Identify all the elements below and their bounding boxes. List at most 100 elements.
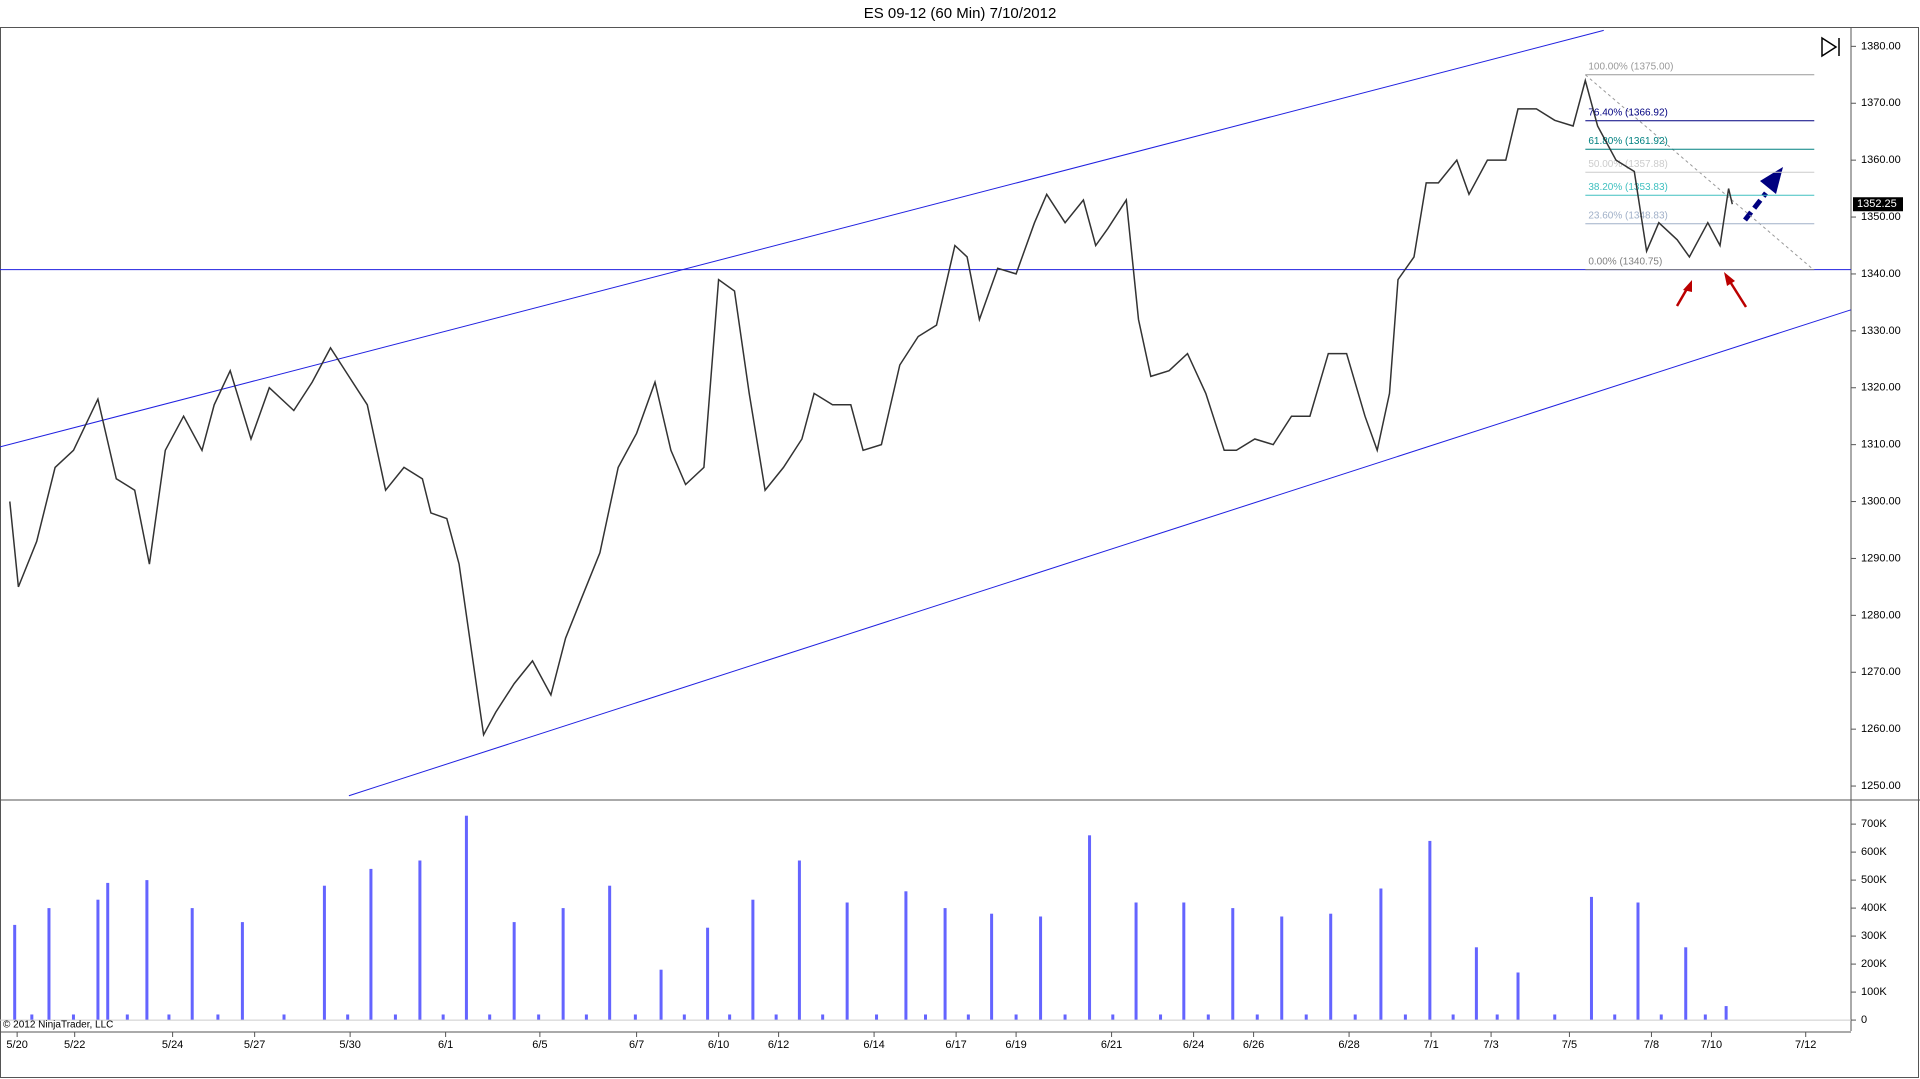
- volume-bar: [659, 969, 663, 1021]
- volume-bar: [845, 902, 849, 1021]
- volume-bar: [240, 922, 244, 1021]
- volume-bar: [1088, 835, 1092, 1021]
- x-tick-label: 7/10: [1701, 1039, 1722, 1051]
- volume-bar: [608, 885, 612, 1021]
- volume-bar: [1553, 1014, 1557, 1021]
- volume-bar: [751, 899, 755, 1021]
- volume-bar: [537, 1014, 541, 1021]
- y-tick-label: 400K: [1861, 902, 1887, 914]
- volume-bar: [47, 908, 51, 1021]
- trend-line: [0, 29, 1604, 448]
- x-tick-label: 6/17: [945, 1039, 966, 1051]
- volume-bar: [584, 1014, 588, 1021]
- volume-bar: [1159, 1014, 1163, 1021]
- frame: [0, 27, 1919, 1078]
- y-tick-label: 1300.00: [1861, 495, 1901, 507]
- x-tick-label: 5/30: [339, 1039, 360, 1051]
- volume-bar: [1039, 916, 1043, 1021]
- volume-bar: [1329, 913, 1333, 1021]
- y-tick-label: 1350.00: [1861, 211, 1901, 223]
- y-tick-label: 1360.00: [1861, 154, 1901, 166]
- x-tick-label: 6/19: [1005, 1039, 1026, 1051]
- volume-bar: [1495, 1014, 1499, 1021]
- y-tick-label: 1320.00: [1861, 382, 1901, 394]
- fib-label: 23.60% (1348.83): [1588, 210, 1668, 221]
- volume-bar: [904, 891, 908, 1021]
- y-tick-label: 100K: [1861, 986, 1887, 998]
- volume-bar: [1280, 916, 1284, 1021]
- x-tick-label: 6/24: [1183, 1039, 1204, 1051]
- volume-bar: [1451, 1014, 1455, 1021]
- fib-label: 76.40% (1366.92): [1588, 107, 1668, 118]
- volume-bar: [1206, 1014, 1210, 1021]
- y-tick-label: 700K: [1861, 818, 1887, 830]
- volume-bar: [1134, 902, 1138, 1021]
- y-tick-label: 1280.00: [1861, 609, 1901, 621]
- volume-bar: [369, 868, 373, 1021]
- volume-bar: [774, 1014, 778, 1021]
- volume-bar: [924, 1014, 927, 1021]
- volume-bar: [821, 1014, 825, 1021]
- trend-line: [1585, 74, 1813, 269]
- annotation-arrows: [1675, 167, 1783, 308]
- x-tick-label: 6/14: [863, 1039, 884, 1051]
- y-tick-label: 1250.00: [1861, 780, 1901, 792]
- volume-bar: [30, 1014, 34, 1021]
- volume-bar: [561, 908, 565, 1021]
- volume-bar: [216, 1014, 220, 1021]
- volume-bar: [943, 908, 947, 1021]
- volume-bar: [13, 924, 17, 1021]
- volume-bar: [966, 1014, 970, 1021]
- volume-bar: [106, 882, 110, 1021]
- volume-bar: [1428, 840, 1432, 1021]
- x-tick-label: 5/27: [244, 1039, 265, 1051]
- volume-bar: [706, 927, 710, 1021]
- volume-bar: [1403, 1014, 1407, 1021]
- y-tick-label: 300K: [1861, 930, 1887, 942]
- volume-bar: [1063, 1014, 1067, 1021]
- x-tick-label: 6/1: [438, 1039, 453, 1051]
- price-line: [9, 77, 1734, 738]
- volume-bar: [1379, 888, 1383, 1021]
- volume-bar: [875, 1014, 879, 1021]
- y-tick-label: 1310.00: [1861, 439, 1901, 451]
- fib-label: 100.00% (1375.00): [1588, 61, 1673, 72]
- trend-line: [348, 309, 1852, 797]
- x-tick-label: 6/28: [1338, 1039, 1359, 1051]
- volume-bar: [1516, 972, 1520, 1021]
- volume-bar: [1703, 1014, 1707, 1021]
- x-tick-label: 6/7: [629, 1039, 644, 1051]
- x-tick-label: 7/12: [1795, 1039, 1816, 1051]
- y-tick-label: 500K: [1861, 874, 1887, 886]
- y-tick-label: 200K: [1861, 958, 1887, 970]
- y-tick-label: 1260.00: [1861, 723, 1901, 735]
- x-tick-label: 6/21: [1101, 1039, 1122, 1051]
- volume-bar: [418, 860, 422, 1021]
- volume-bar: [125, 1014, 129, 1021]
- fib-label: 61.80% (1361.92): [1588, 136, 1668, 147]
- y-tick-label: 1370.00: [1861, 97, 1901, 109]
- volume-bar: [1111, 1014, 1115, 1021]
- y-tick-label: 1340.00: [1861, 268, 1901, 280]
- scroll-end-icon[interactable]: [1821, 36, 1840, 58]
- volume-bar: [441, 1014, 445, 1021]
- volume-bar: [167, 1014, 171, 1021]
- y-tick-label: 600K: [1861, 846, 1887, 858]
- x-tick-label: 5/24: [162, 1039, 183, 1051]
- volume-bar: [1589, 896, 1593, 1021]
- fib-label: 0.00% (1340.75): [1588, 256, 1662, 267]
- volume-bar: [797, 860, 801, 1021]
- volume-bar: [1474, 947, 1478, 1021]
- volume-bar: [682, 1014, 686, 1021]
- volume-bar: [1636, 902, 1640, 1021]
- x-tick-label: 7/8: [1644, 1039, 1659, 1051]
- copyright: © 2012 NinjaTrader, LLC: [3, 1020, 113, 1031]
- volume-bar: [1014, 1014, 1018, 1021]
- volume-bar: [96, 899, 100, 1021]
- x-tick-label: 7/5: [1562, 1039, 1577, 1051]
- x-tick-label: 6/5: [532, 1039, 547, 1051]
- y-tick-label: 1380.00: [1861, 40, 1901, 52]
- volume-bar: [1182, 902, 1186, 1021]
- volume-bar: [282, 1014, 286, 1021]
- fib-label: 50.00% (1357.88): [1588, 159, 1668, 170]
